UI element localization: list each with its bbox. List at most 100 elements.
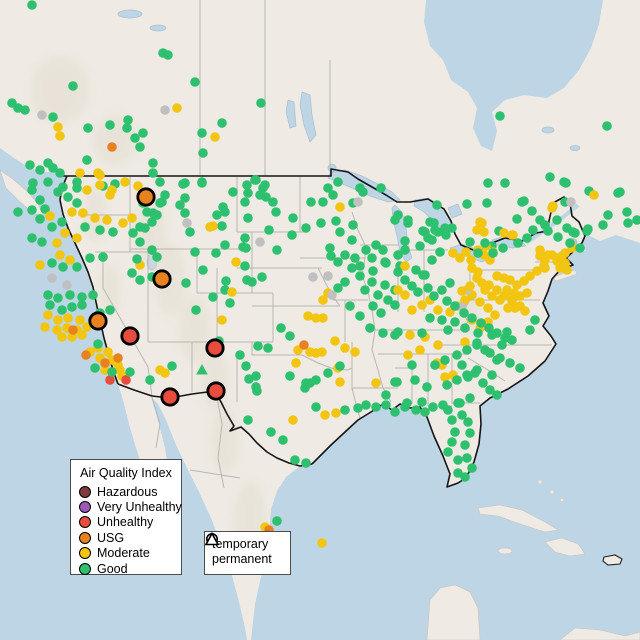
station-dot-good	[480, 238, 490, 248]
station-dot-good	[83, 123, 93, 133]
station-dot-good	[623, 218, 633, 228]
station-dot-good	[393, 210, 403, 220]
station-dot-good	[58, 262, 68, 272]
station-dot-good	[35, 195, 45, 205]
station-dot-good	[197, 178, 207, 188]
station-dot-good	[255, 190, 265, 200]
station-dot-good	[240, 261, 250, 271]
station-dot-no_data	[255, 237, 265, 247]
station-dot-usg	[100, 358, 110, 368]
station-dot-moderate	[208, 221, 218, 231]
station-dot-good	[492, 328, 502, 338]
station-dot-good	[417, 397, 427, 407]
station-dot-good	[371, 402, 381, 412]
station-dot-no_data	[353, 197, 363, 207]
station-dot-moderate	[291, 358, 301, 368]
station-dot-good	[517, 197, 527, 207]
station-dot-good	[433, 227, 443, 237]
station-dot-good	[98, 252, 108, 262]
station-dot-moderate	[507, 230, 517, 240]
station-dot-moderate	[55, 131, 65, 141]
hispaniola	[544, 537, 586, 557]
station-dot-moderate	[405, 330, 415, 340]
station-dot-good	[400, 236, 410, 246]
vancouver-island	[0, 169, 44, 215]
station-triangle-good	[196, 364, 208, 375]
station-dot-good	[411, 265, 421, 275]
station-dot-good	[167, 361, 177, 371]
station-dot-moderate	[40, 322, 50, 332]
station-dot-good	[472, 338, 482, 348]
atlantic-gulf-ocean	[251, 235, 640, 640]
station-dot-good	[376, 183, 386, 193]
marker-type-item-permanent: permanent	[205, 532, 290, 566]
marker-type-label: temporary	[212, 536, 269, 551]
station-dot-good	[423, 283, 433, 293]
station-dot-good	[380, 257, 390, 267]
station-dot-good	[278, 435, 288, 445]
station-dot-good	[462, 453, 472, 463]
station-dot-good	[93, 339, 103, 349]
station-dot-good	[318, 197, 328, 207]
station-dot-good	[138, 128, 148, 138]
station-dot-moderate	[503, 303, 513, 313]
station-dot-good	[272, 245, 282, 255]
station-dot-moderate	[492, 285, 502, 295]
station-dot-good	[553, 232, 563, 242]
station-dot-good	[27, 0, 37, 10]
station-dot-good	[127, 268, 137, 278]
station-dot-good	[540, 220, 550, 230]
station-dot-good	[447, 415, 457, 425]
station-dot-good	[513, 238, 523, 248]
station-dot-good	[368, 301, 378, 311]
station-dot-good	[212, 210, 222, 220]
station-dot-good	[228, 187, 238, 197]
station-dot-moderate	[457, 286, 467, 296]
station-dot-moderate	[43, 310, 53, 320]
station-dot-good	[340, 405, 350, 415]
station-dot-good	[65, 290, 75, 300]
station-dot-good	[45, 300, 55, 310]
station-dot-good	[178, 179, 188, 189]
station-dot-good	[191, 305, 201, 315]
station-dot-good	[393, 267, 403, 277]
station-dot-good	[217, 221, 227, 231]
station-dot-moderate	[490, 310, 500, 320]
station-dot-good	[430, 360, 440, 370]
station-dot-good	[128, 228, 138, 238]
station-dot-good	[72, 198, 82, 208]
station-dot-good	[260, 180, 270, 190]
station-dot-moderate	[52, 325, 62, 335]
station-dot-good	[570, 228, 580, 238]
highlighted-station-usg	[152, 269, 172, 289]
south-land	[559, 627, 640, 640]
station-dot-moderate	[45, 211, 55, 221]
station-dot-good	[428, 402, 438, 412]
station-dot-good	[185, 227, 195, 237]
station-dot-moderate	[217, 315, 227, 325]
station-dot-good	[492, 390, 502, 400]
station-dot-moderate	[407, 305, 417, 315]
aqi-legend-item-very_unhealthy: Very Unhealthy	[79, 499, 182, 514]
station-dot-good	[478, 378, 488, 388]
station-dot-good	[365, 323, 375, 333]
station-dot-good	[125, 367, 135, 377]
station-dot-good	[402, 398, 412, 408]
station-dot-good	[361, 400, 371, 410]
station-dot-moderate	[75, 168, 85, 178]
station-dot-good	[476, 318, 486, 328]
station-dot-moderate	[371, 378, 381, 388]
station-dot-moderate	[465, 281, 475, 291]
station-dot-good	[453, 468, 463, 478]
good-swatch-icon	[79, 562, 91, 575]
station-dot-good	[257, 272, 267, 282]
station-dot-good	[251, 382, 261, 392]
station-dot-no_data	[62, 280, 72, 290]
station-dot-good	[316, 218, 326, 228]
aqi-legend: Air Quality Index Hazardous Very Unhealth…	[70, 459, 182, 576]
station-dot-good	[632, 215, 640, 225]
station-dot-good	[457, 410, 467, 420]
station-dot-good	[361, 245, 371, 255]
station-dot-good	[460, 472, 470, 482]
station-dot-good	[271, 207, 281, 217]
